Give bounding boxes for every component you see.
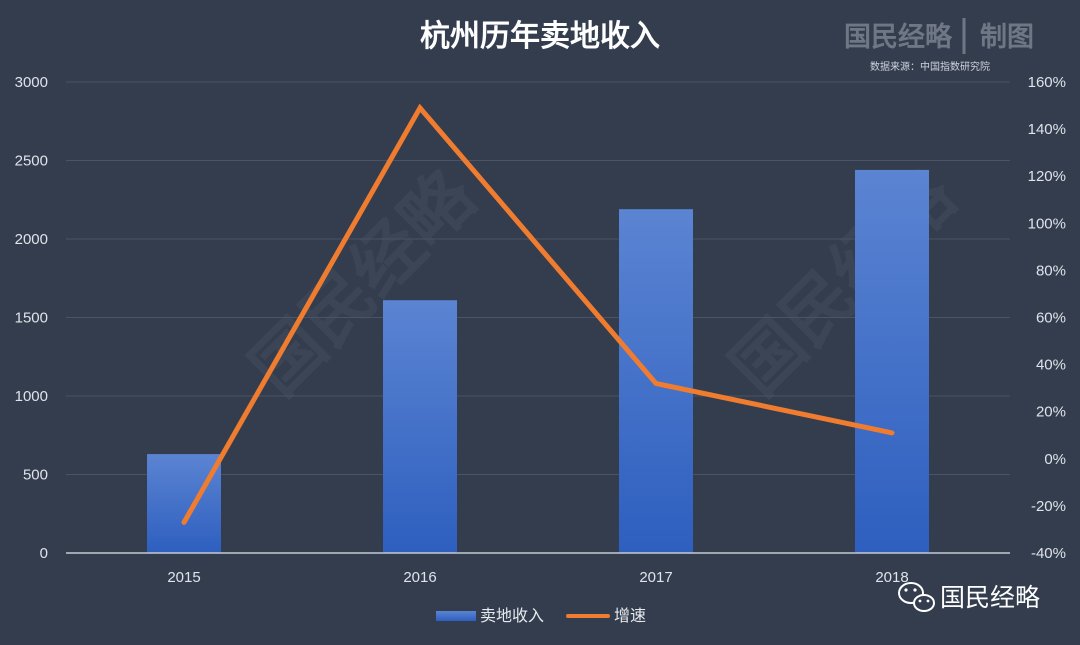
right-tick-label: 100% (1028, 215, 1066, 232)
wechat-icon (898, 582, 935, 612)
x-tick-label: 2015 (167, 569, 200, 586)
data-source: 数据来源：中国指数研究院 (870, 60, 990, 73)
bar-series (147, 169, 929, 554)
legend-line-label: 增速 (614, 606, 646, 625)
brand-mark: 国民经略 制图 (844, 18, 1034, 54)
left-axis-ticks: 0 500 1000 1500 2000 2500 3000 (15, 74, 48, 562)
right-tick-label: 40% (1036, 357, 1066, 374)
left-tick-label: 1000 (15, 388, 48, 405)
left-tick-label: 2000 (15, 231, 48, 248)
x-tick-label: 2016 (403, 569, 436, 586)
brand-suffix: 制图 (980, 22, 1034, 53)
line-series (181, 103, 895, 525)
left-tick-label: 3000 (15, 74, 48, 91)
left-tick-label: 1500 (15, 310, 48, 327)
bar (855, 169, 929, 554)
chart-title: 杭州历年卖地收入 (420, 19, 660, 54)
watermark-text: 国民经略 (714, 154, 971, 411)
legend: 卖地收入 增速 (436, 606, 646, 625)
x-tick-label: 2017 (639, 569, 672, 586)
right-axis-ticks: -40% -20% 0% 20% 40% 60% 80% 100% 120% 140% 160% (1028, 74, 1066, 562)
right-tick-label: 20% (1036, 404, 1066, 421)
right-tick-label: 80% (1036, 262, 1066, 279)
right-tick-label: 140% (1028, 121, 1066, 138)
bar (383, 300, 457, 553)
x-tick-label: 2018 (875, 569, 908, 586)
x-axis-ticks: 2015 2016 2017 2018 (167, 569, 908, 586)
bar (147, 454, 221, 553)
left-tick-label: 500 (23, 467, 48, 484)
right-tick-label: -40% (1031, 545, 1066, 562)
wechat-logo: 国民经略 (898, 582, 1040, 612)
legend-bar-swatch (436, 611, 476, 621)
left-tick-label: 2500 (15, 153, 48, 170)
growth-line (181, 103, 895, 525)
right-tick-label: 160% (1028, 74, 1066, 91)
gridlines (66, 81, 1010, 475)
brand-name: 国民经略 (844, 21, 953, 53)
left-tick-label: 0 (40, 545, 48, 562)
logo-text: 国民经略 (940, 583, 1040, 612)
right-tick-label: 120% (1028, 168, 1066, 185)
right-tick-label: 60% (1036, 310, 1066, 327)
right-tick-label: 0% (1044, 451, 1066, 468)
right-tick-label: -20% (1031, 498, 1066, 515)
legend-bar-label: 卖地收入 (480, 606, 544, 625)
